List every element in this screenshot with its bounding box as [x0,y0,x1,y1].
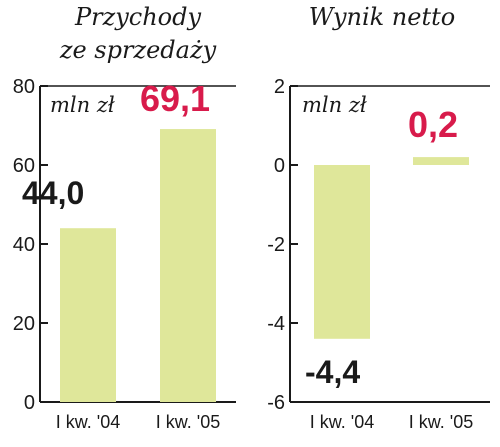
bar [314,165,370,339]
y-tick-label: -6 [267,392,285,414]
data-label: -4,4 [305,354,360,390]
y-tick-label: 20 [13,313,35,335]
data-label: 44,0 [22,175,84,211]
x-tick-label: I kw. '04 [56,412,120,432]
bar [413,157,469,165]
data-label: 69,1 [140,78,210,119]
y-tick-label: -2 [267,234,285,256]
y-tick-label: 0 [24,392,35,414]
x-tick-label: I kw. '04 [310,412,374,432]
data-label: 0,2 [408,104,458,145]
chart-title: Wynik netto [309,3,455,31]
y-tick-label: 2 [274,76,285,98]
y-tick-label: 40 [13,234,35,256]
bar [60,228,116,402]
x-tick-label: I kw. '05 [156,412,220,432]
unit-label: mln zł [302,93,367,117]
y-tick-label: -4 [267,313,285,335]
y-tick-label: 60 [13,155,35,177]
bar [160,129,216,402]
y-tick-label: 0 [274,155,285,177]
unit-label: mln zł [50,93,115,117]
chart-title: Przychody [74,3,202,31]
chart-title: ze sprzedaży [59,36,217,64]
x-tick-label: I kw. '05 [409,412,473,432]
y-tick-label: 80 [13,76,35,98]
